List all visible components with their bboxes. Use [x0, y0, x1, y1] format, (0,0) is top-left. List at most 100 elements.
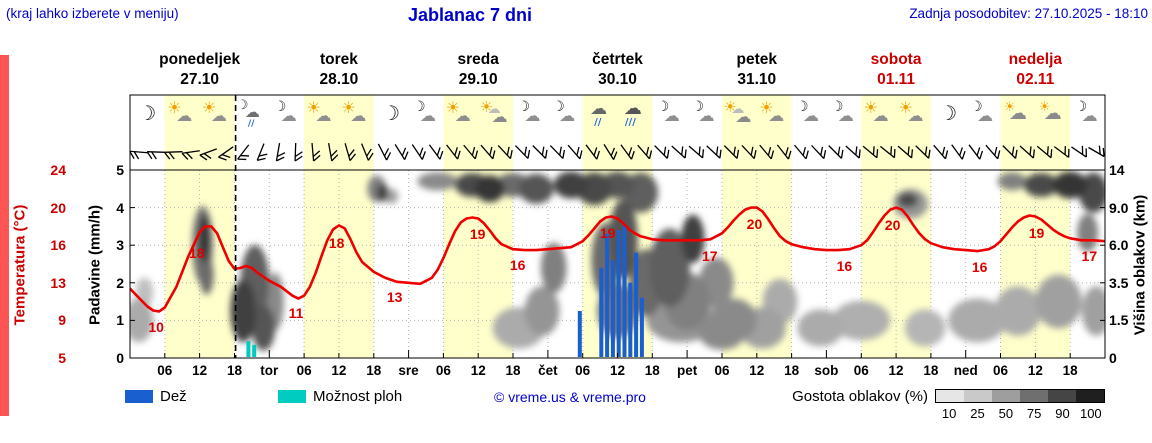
icon-glyph: ☽ — [552, 99, 565, 115]
cloud-scale-cell — [1048, 390, 1076, 402]
icon-glyph: ☁ — [907, 106, 924, 125]
icon-glyph: ☀ — [1003, 100, 1016, 115]
icon-glyph: ☁ — [803, 106, 820, 125]
cloud-scale-cell — [936, 390, 964, 402]
credit-link[interactable]: © vreme.us & vreme.pro — [494, 389, 646, 405]
icon-glyph: ☀ — [341, 98, 356, 117]
x-day-label: sre — [398, 363, 419, 378]
x-day-label: sob — [814, 363, 839, 378]
icon-glyph: ☀ — [863, 98, 878, 117]
wind-barb — [845, 145, 861, 159]
weather-icon-moon-cloud: ☽ ☁ — [270, 99, 304, 135]
wind-barb — [794, 144, 809, 160]
icon-glyph: ☁ — [211, 106, 228, 125]
x-day-label: čet — [538, 363, 558, 378]
x-hour-label: 06 — [435, 363, 451, 378]
x-hour-label: 12 — [331, 363, 347, 378]
temperature-value-label: 20 — [884, 216, 901, 233]
icon-glyph: ☀ — [898, 98, 913, 117]
cloud-scale-cell — [992, 390, 1020, 402]
icon-glyph: ☁ — [623, 98, 642, 119]
wind-barb — [163, 151, 183, 160]
cloud-scale-tick: 90 — [1055, 406, 1070, 421]
x-hour-label: 12 — [470, 363, 486, 378]
icon-glyph: // — [594, 117, 602, 128]
day-date: 01.11 — [877, 71, 916, 88]
icon-glyph: ☁ — [735, 107, 752, 126]
wind-barb — [1036, 145, 1053, 159]
wind-barb — [879, 145, 896, 159]
icon-glyph: ☀ — [479, 98, 494, 116]
icon-glyph: ☽ — [517, 99, 530, 115]
wind-barb — [237, 144, 250, 161]
wind-barb — [514, 145, 531, 159]
icon-glyph: ☽ — [796, 99, 809, 115]
weather-icon-moon-rain: ☽ ☁// — [235, 99, 269, 135]
icon-glyph: ☀ — [1038, 100, 1051, 115]
cloud-height-tick: 1.5 — [1109, 312, 1129, 329]
icon-glyph: // — [247, 119, 255, 129]
icon-glyph: ☀ — [202, 98, 217, 117]
icon-glyph: ☀ — [167, 98, 182, 117]
day-date: 31.10 — [737, 71, 777, 88]
icon-glyph: ☀ — [306, 98, 321, 117]
weather-icon-moon-cloud: ☽ ☁ — [1071, 99, 1105, 135]
wind-barb — [654, 145, 670, 159]
precip-tick: 2 — [116, 274, 124, 291]
rain-bar — [605, 233, 610, 357]
wind-barb — [294, 142, 303, 162]
day-date: 29.10 — [458, 71, 498, 88]
cloud-height-tick: 9.0 — [1109, 199, 1129, 216]
x-hour-label: 18 — [1062, 363, 1078, 378]
day-date: 30.10 — [598, 71, 637, 88]
rain-bar — [628, 282, 633, 357]
wind-barb — [497, 144, 513, 160]
temp-tick: 16 — [50, 237, 66, 254]
showers-legend-label: Možnost ploh — [313, 388, 403, 405]
precip-tick: 1 — [116, 312, 124, 329]
x-day-label: pet — [677, 363, 698, 378]
cloud-scale-tick: 75 — [1026, 406, 1042, 421]
weather-icon-moon: ☽ — [931, 99, 965, 135]
wind-barb — [256, 143, 268, 161]
temperature-value-label: 17 — [701, 248, 718, 265]
icon-glyph: ☁ — [768, 106, 785, 125]
icon-glyph: ☁ — [454, 106, 471, 125]
x-day-label: tor — [260, 363, 279, 378]
x-hour-label: 06 — [296, 363, 312, 378]
icon-glyph: ☁ — [590, 99, 608, 119]
icon-glyph: ☽ — [939, 101, 958, 125]
x-hour-label: 18 — [644, 363, 660, 378]
icon-glyph: ☽ — [412, 99, 426, 115]
weather-icon-moon-cloud: ☽ ☁ — [513, 99, 547, 135]
temperature-value-label: 16 — [509, 257, 526, 274]
wind-barb — [897, 145, 914, 159]
x-hour-label: 12 — [749, 363, 765, 378]
wind-barb — [146, 151, 166, 160]
shower-bar — [246, 341, 251, 357]
icon-glyph: ☁ — [176, 106, 193, 125]
wind-barb — [129, 150, 148, 160]
icon-glyph: ☁ — [350, 106, 367, 125]
location-hint: (kraj lahko izberete v meniju) — [6, 6, 179, 21]
temp-tick: 13 — [50, 274, 66, 291]
rain-bar — [622, 226, 627, 357]
weather-icon-moon-cloud: ☽ ☁ — [548, 99, 582, 135]
icon-glyph: ☁ — [419, 106, 436, 125]
wind-barb — [377, 143, 392, 161]
icon-glyph: ☽ — [1074, 99, 1088, 115]
weather-icon-moon: ☽ — [374, 99, 408, 135]
weather-icon-sun-cloud: ☀ ☁ — [896, 99, 930, 135]
wind-barb — [394, 144, 409, 160]
temperature-value-label: 16 — [971, 259, 988, 276]
weather-icon-sun-cloud: ☀ ☁ — [444, 99, 478, 135]
weather-icon-moon-cloud: ☽ ☁ — [966, 99, 1000, 135]
weather-icon-moon-cloud: ☽ ☁ — [653, 99, 687, 135]
wind-barb — [463, 144, 479, 160]
icon-glyph: ☁ — [872, 106, 889, 125]
wind-barb — [1002, 145, 1018, 159]
wind-barb — [1053, 146, 1070, 158]
icon-glyph: ☽ — [138, 101, 157, 125]
